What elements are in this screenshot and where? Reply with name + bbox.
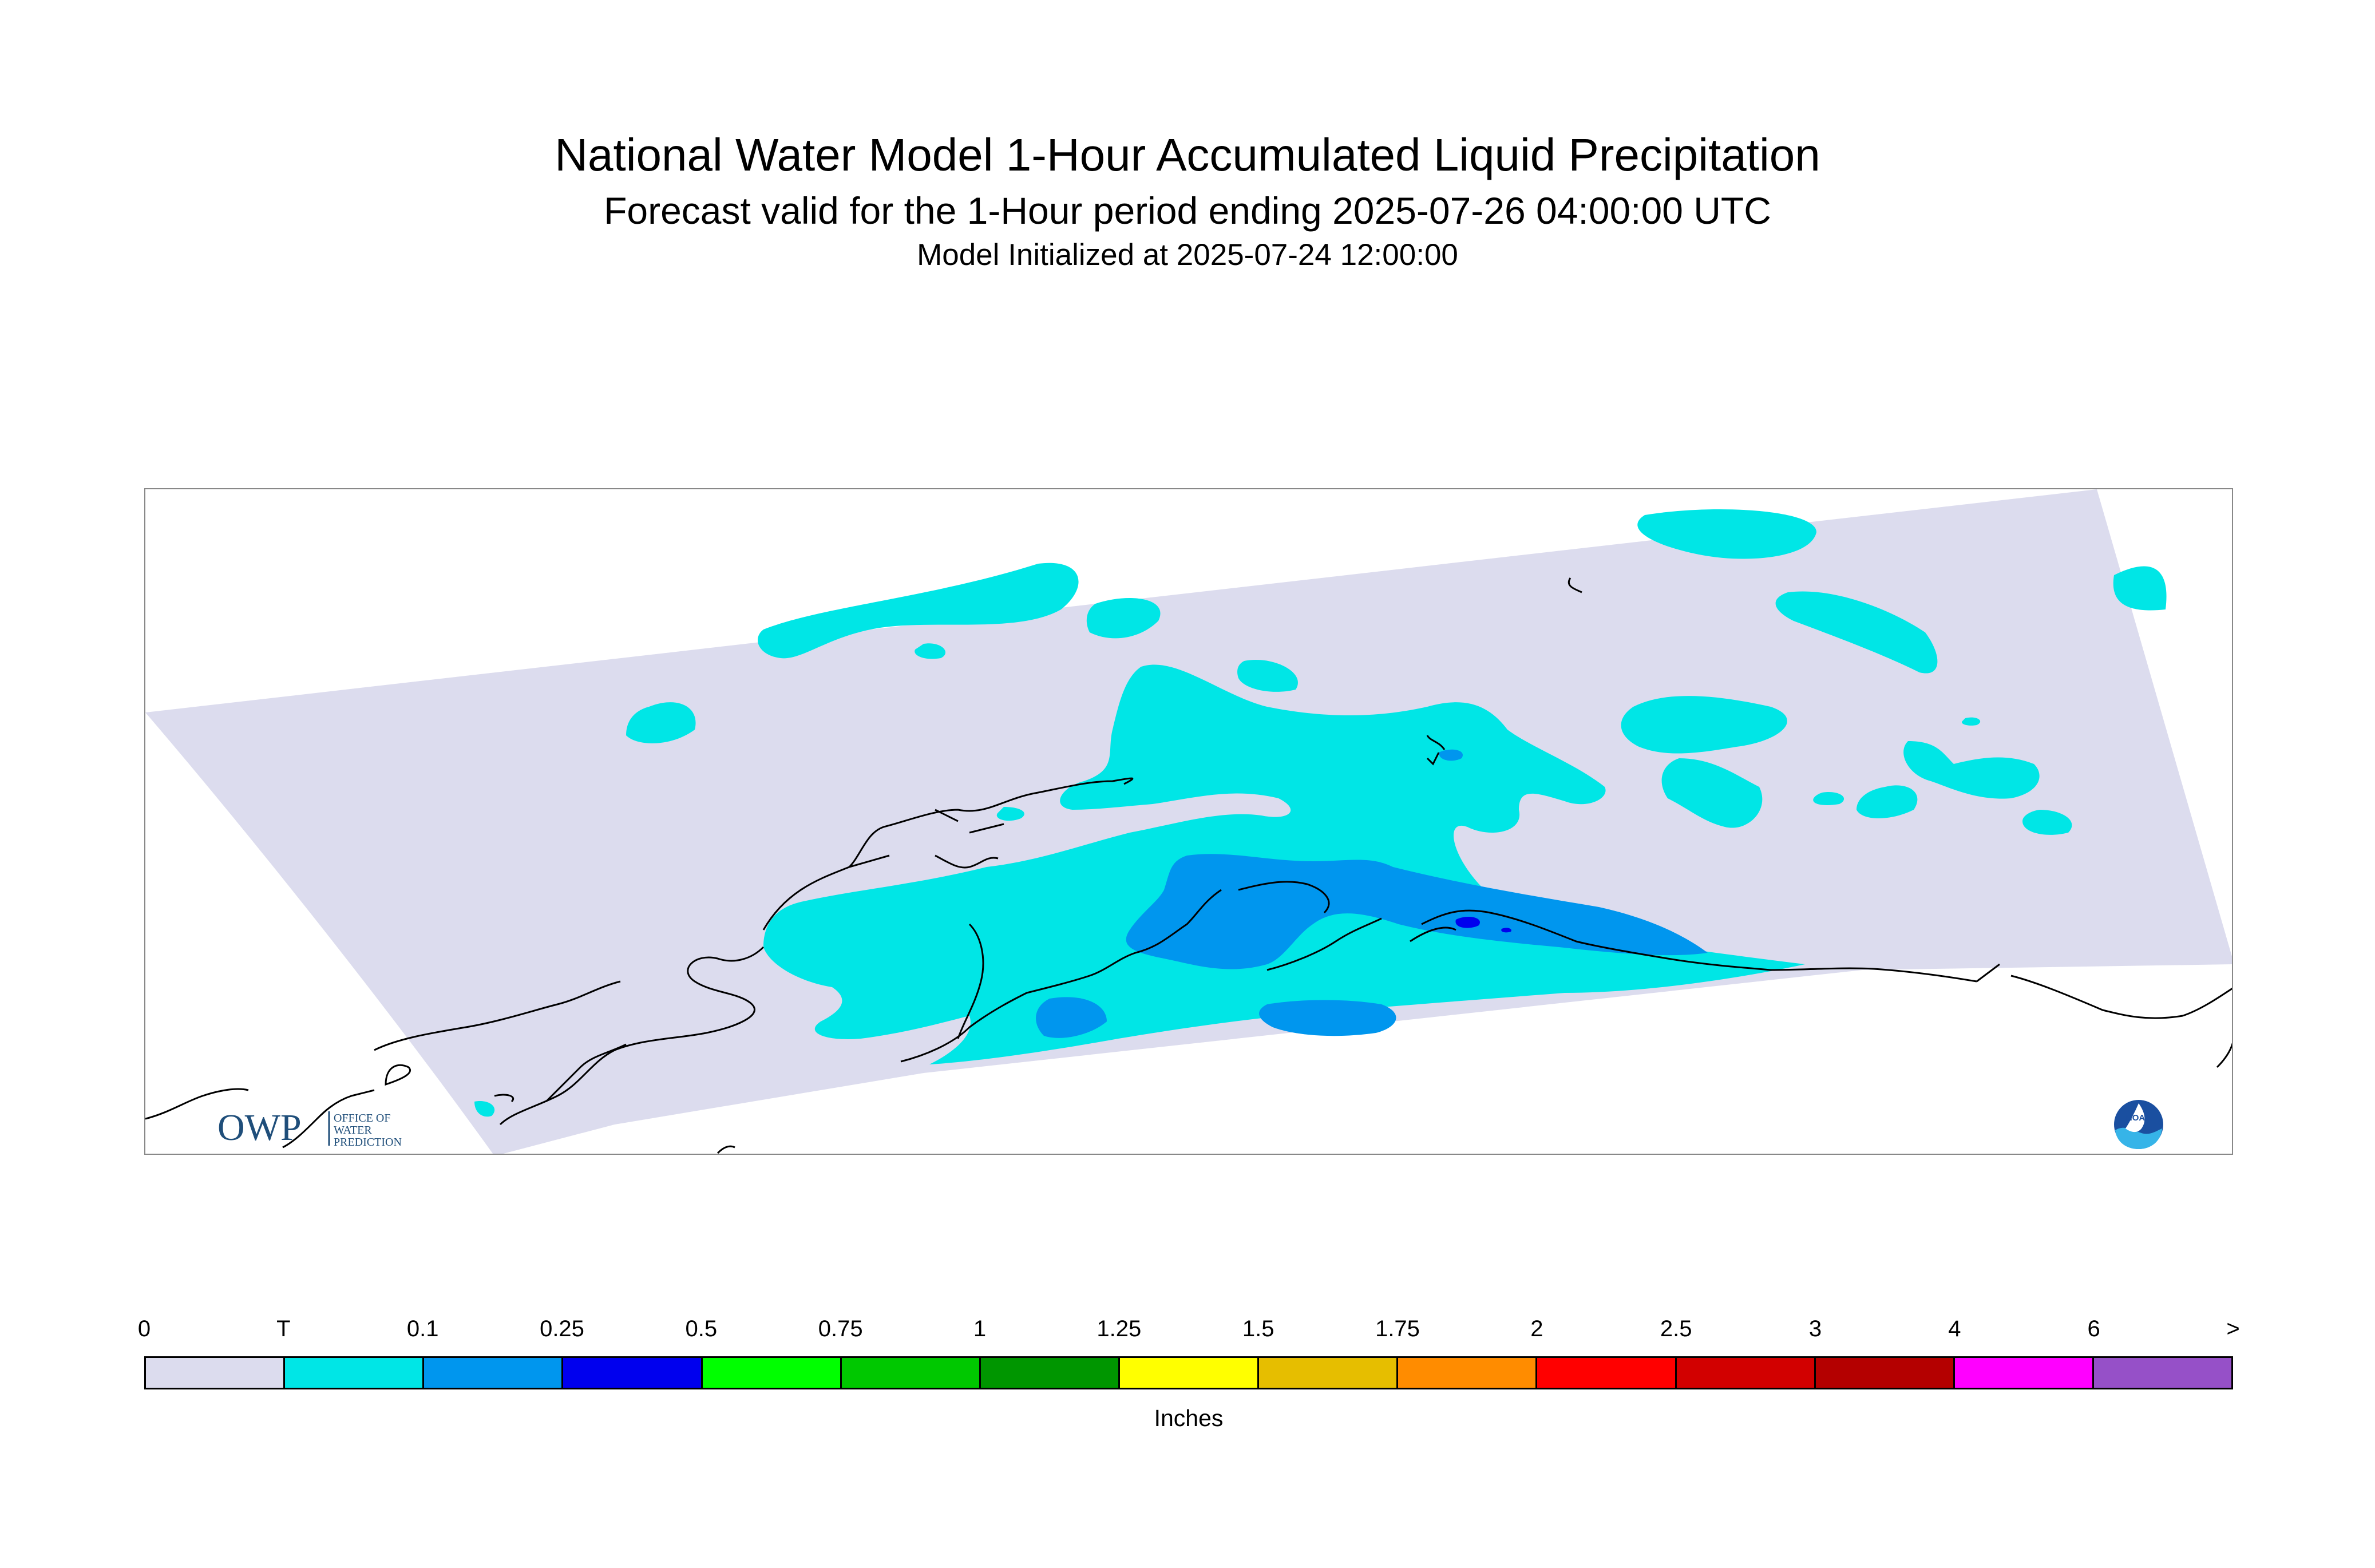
legend-swatch xyxy=(1537,1358,1677,1388)
noaa-logo: NOAA xyxy=(2113,1099,2164,1150)
legend-tick-label: 2.5 xyxy=(1660,1316,1692,1341)
color-legend: 0 T 0.1 0.25 0.5 0.75 1 1.25 1.5 1.75 2 2.5 3 4 6 > Inc… xyxy=(138,1316,2240,1448)
legend-tick-label: 1 xyxy=(973,1316,987,1341)
legend-swatch xyxy=(424,1358,564,1388)
owp-logo: OWP OFFICE OF WATER PREDICTION xyxy=(217,1104,423,1150)
western-coastline xyxy=(282,1089,375,1149)
legend-tick-label: 6 xyxy=(2087,1316,2100,1341)
owp-logo-line1: OFFICE OF xyxy=(334,1112,390,1124)
legend-tick-label: 1.25 xyxy=(1097,1316,1142,1341)
owp-logo-line2: WATER xyxy=(334,1124,372,1137)
legend-tick-label: 2 xyxy=(1530,1316,1543,1341)
owp-logo-mark: OWP xyxy=(217,1107,302,1149)
legend-tick-label: 0.1 xyxy=(406,1316,439,1341)
legend-tick-label: 0.5 xyxy=(685,1316,718,1341)
legend-swatch xyxy=(1119,1358,1260,1388)
legend-swatch xyxy=(980,1358,1120,1388)
legend-tick-label: 0.25 xyxy=(540,1316,584,1341)
precipitation-map xyxy=(144,488,2233,1155)
precip-0.25-areas xyxy=(1455,917,1511,933)
legend-swatch xyxy=(1259,1358,1399,1388)
legend-swatch xyxy=(285,1358,425,1388)
legend-tick-label: 0.75 xyxy=(818,1316,863,1341)
legend-tick-label: > xyxy=(2226,1316,2240,1341)
model-init-line: Model Initialized at 2025-07-24 12:00:00 xyxy=(917,238,1458,272)
owp-logo-line3: PREDICTION xyxy=(334,1136,402,1149)
legend-tick-label: 4 xyxy=(1948,1316,1961,1341)
map-title: National Water Model 1-Hour Accumulated … xyxy=(555,129,1820,180)
legend-swatch xyxy=(1676,1358,1816,1388)
legend-swatch xyxy=(841,1358,981,1388)
domain-outside-region xyxy=(145,712,493,1154)
legend-swatch xyxy=(2093,1358,2232,1388)
legend-swatch xyxy=(1954,1358,2094,1388)
legend-tick-label: 3 xyxy=(1808,1316,1822,1341)
legend-swatch xyxy=(563,1358,703,1388)
legend-swatch xyxy=(146,1358,286,1388)
legend-color-bar xyxy=(144,1356,2233,1389)
legend-tick-label: T xyxy=(276,1316,291,1341)
legend-swatch xyxy=(1398,1358,1538,1388)
legend-tick-label: 1.5 xyxy=(1242,1316,1274,1341)
legend-tick-label: 0 xyxy=(137,1316,151,1341)
coastlines xyxy=(145,577,2232,1154)
legend-units-label: Inches xyxy=(1154,1405,1224,1431)
legend-swatch xyxy=(1815,1358,1955,1388)
legend-tick-label: 1.75 xyxy=(1375,1316,1420,1341)
map-subtitle: Forecast valid for the 1-Hour period end… xyxy=(604,189,1771,232)
noaa-logo-text: NOAA xyxy=(2126,1113,2151,1123)
legend-swatch xyxy=(702,1358,842,1388)
